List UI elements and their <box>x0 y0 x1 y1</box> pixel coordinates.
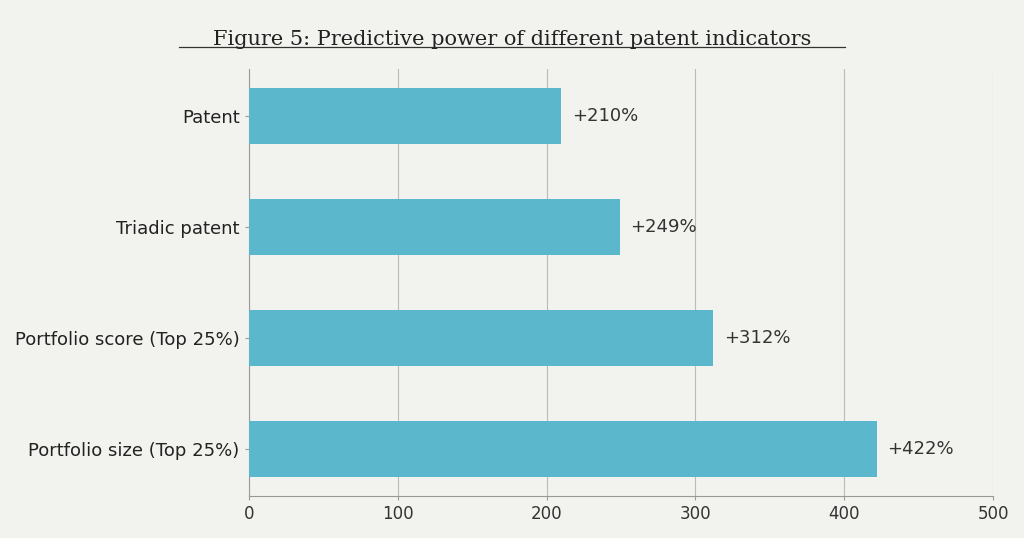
Bar <box>249 199 620 254</box>
Text: Figure 5: Predictive power of different patent indicators: Figure 5: Predictive power of different … <box>213 30 811 48</box>
Text: +422%: +422% <box>888 440 954 458</box>
Text: +312%: +312% <box>724 329 791 347</box>
Text: +210%: +210% <box>571 107 638 125</box>
Text: +249%: +249% <box>630 218 696 236</box>
Bar <box>249 310 714 366</box>
Bar <box>249 421 878 477</box>
Bar <box>249 88 561 144</box>
